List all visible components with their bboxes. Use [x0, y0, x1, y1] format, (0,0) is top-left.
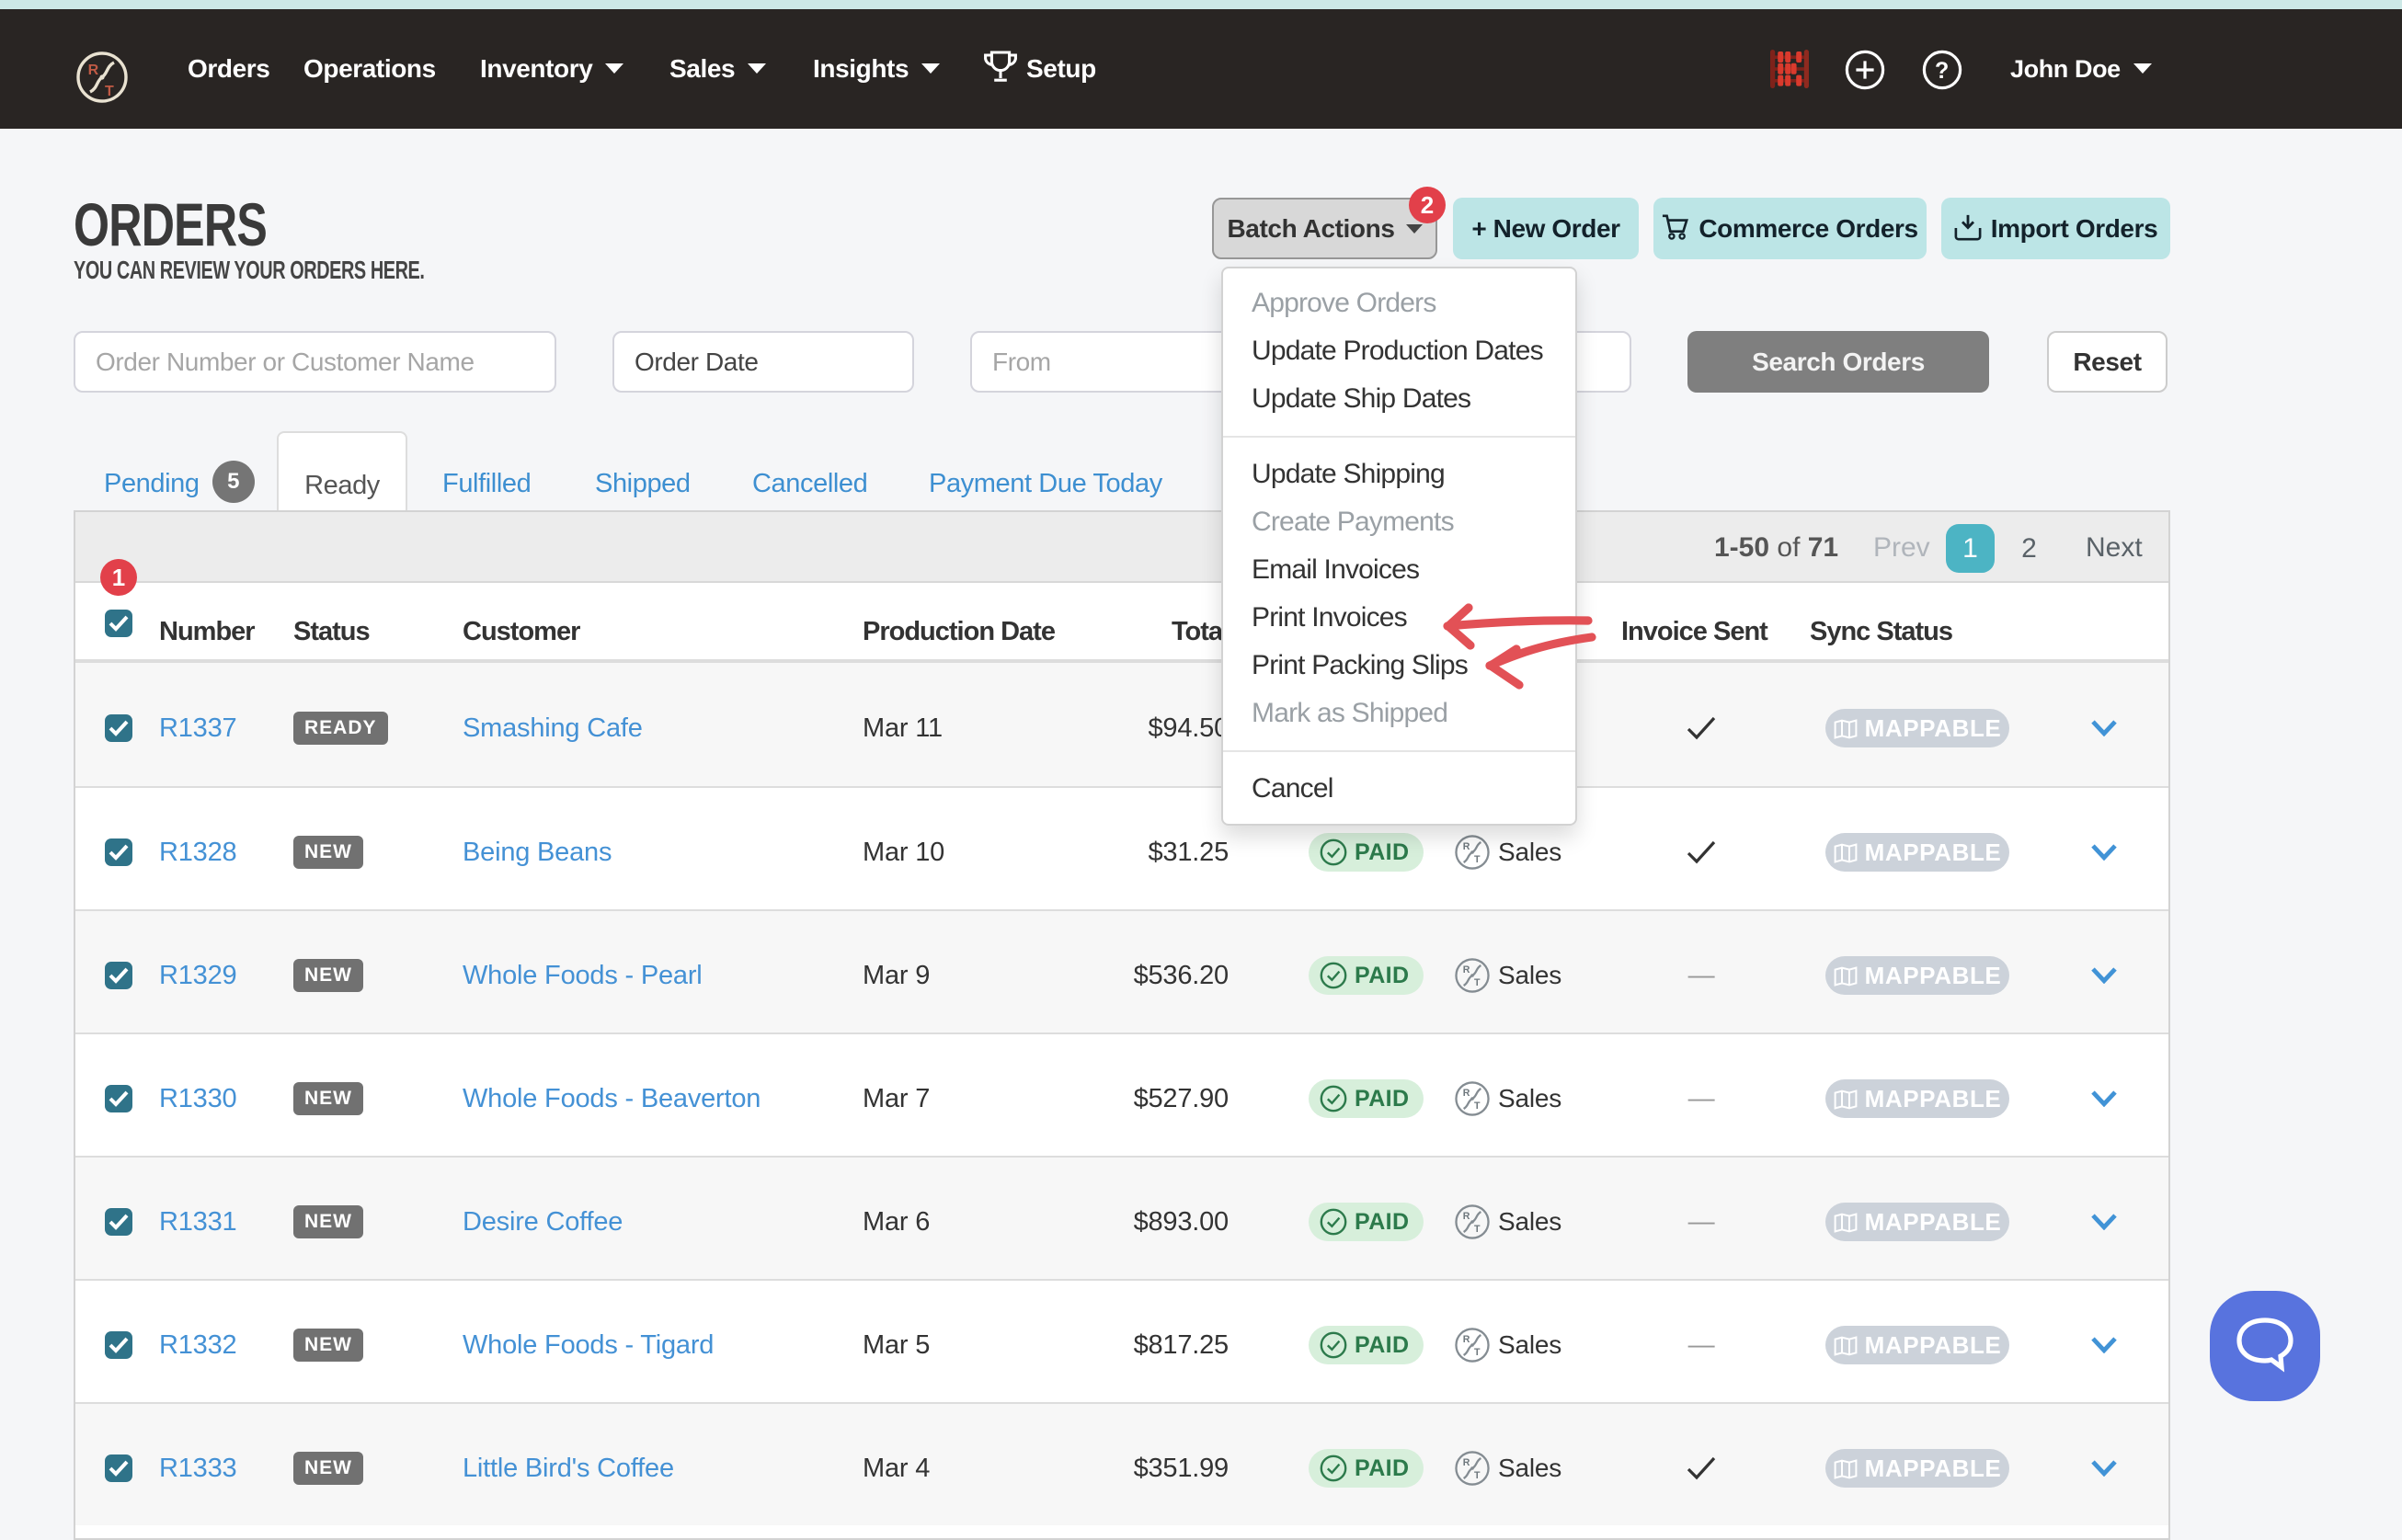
svg-text:R: R	[1463, 964, 1470, 975]
svg-text:R: R	[1463, 841, 1470, 852]
svg-text:T: T	[1474, 1347, 1481, 1358]
svg-text:R: R	[1463, 1211, 1470, 1222]
svg-text:T: T	[105, 84, 114, 99]
svg-text:R: R	[1463, 1334, 1470, 1345]
svg-text:T: T	[1474, 854, 1481, 865]
svg-text:?: ?	[1935, 58, 1949, 84]
svg-text:T: T	[1474, 977, 1481, 988]
svg-text:T: T	[1474, 1470, 1481, 1481]
svg-text:T: T	[1474, 1101, 1481, 1112]
svg-text:R: R	[1463, 1088, 1470, 1099]
svg-text:R: R	[88, 63, 99, 78]
svg-text:R: R	[1463, 1457, 1470, 1468]
svg-text:T: T	[1474, 1224, 1481, 1235]
